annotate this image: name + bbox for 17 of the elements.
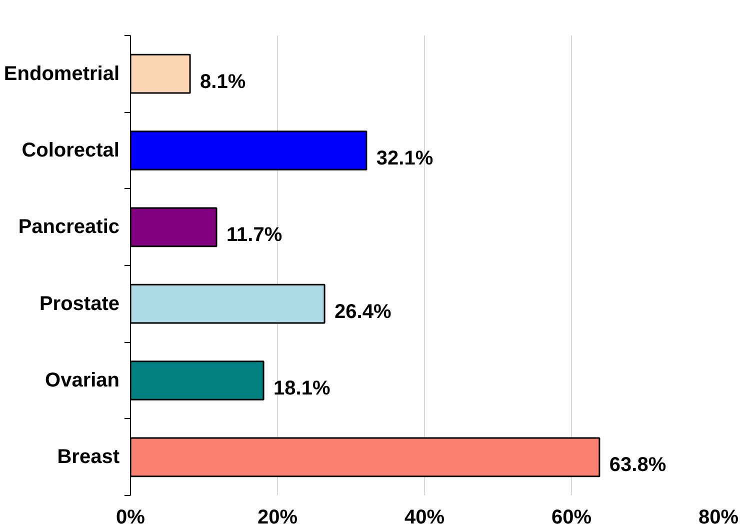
y-tick-label: Pancreatic: [18, 216, 120, 238]
x-tick-label: 0%: [116, 506, 146, 528]
y-tick-label: Endometrial: [4, 62, 120, 85]
x-tick-label: 60%: [551, 506, 592, 528]
data-label: 63.8%: [609, 454, 666, 476]
x-tick-label: 80%: [698, 506, 739, 528]
y-tick-label: Prostate: [39, 292, 120, 315]
x-tick-label: 20%: [257, 506, 298, 528]
y-tick-label: Ovarian: [45, 370, 120, 392]
data-label: 8.1%: [200, 70, 246, 93]
data-label: 32.1%: [376, 148, 434, 170]
data-label: 11.7%: [226, 224, 282, 246]
x-tick-label: 40%: [404, 506, 445, 528]
y-tick-label: Colorectal: [22, 140, 120, 162]
data-label: 26.4%: [334, 300, 392, 323]
data-label: 18.1%: [274, 378, 330, 400]
y-tick-label: Breast: [57, 446, 120, 468]
